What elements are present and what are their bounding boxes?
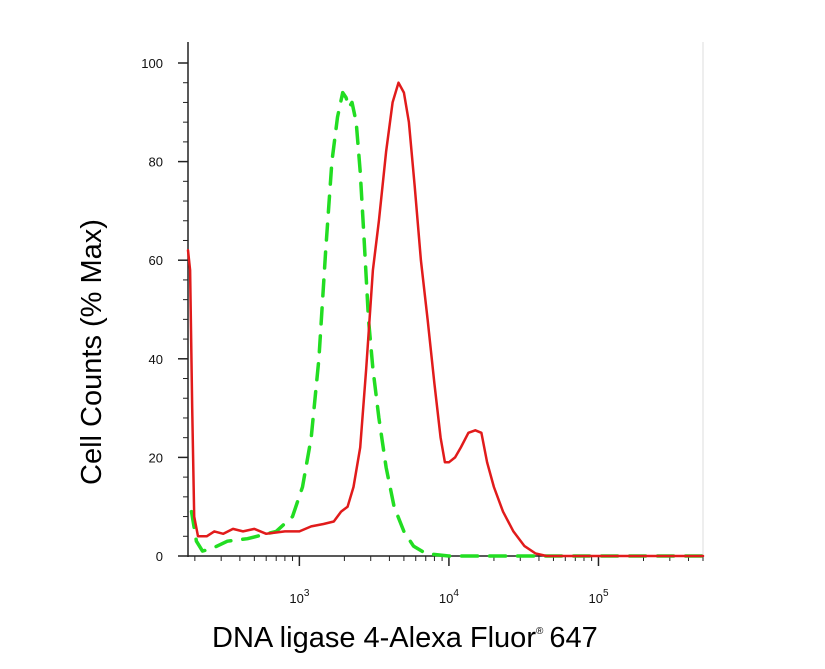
x-axis-title-registered: ® bbox=[536, 626, 544, 637]
series-layer bbox=[186, 81, 705, 558]
x-axis-title: DNA ligase 4-Alexa Fluor® 647 bbox=[212, 622, 598, 654]
plot-frame bbox=[187, 42, 704, 557]
y-tick-label: 40 bbox=[149, 352, 163, 367]
y-tick-label: 0 bbox=[156, 549, 163, 564]
series-line-control bbox=[189, 90, 705, 558]
y-axis-title: Cell Counts (% Max) bbox=[76, 219, 108, 485]
x-tick-label: 105 bbox=[588, 588, 608, 606]
series-line-sample bbox=[186, 81, 705, 558]
x-axis: 103 104 105 bbox=[194, 556, 704, 606]
y-tick-label: 100 bbox=[141, 56, 163, 71]
x-axis-title-main: DNA ligase 4-Alexa Fluor bbox=[212, 622, 536, 654]
y-axis: 0 20 40 60 80 100 bbox=[141, 56, 188, 564]
y-tick-label: 60 bbox=[149, 253, 163, 268]
y-tick-label: 20 bbox=[149, 450, 163, 465]
x-tick-label: 104 bbox=[439, 588, 459, 606]
x-axis-title-tail: 647 bbox=[549, 622, 597, 654]
x-tick-label: 103 bbox=[289, 588, 309, 606]
y-tick-label: 80 bbox=[149, 155, 163, 170]
